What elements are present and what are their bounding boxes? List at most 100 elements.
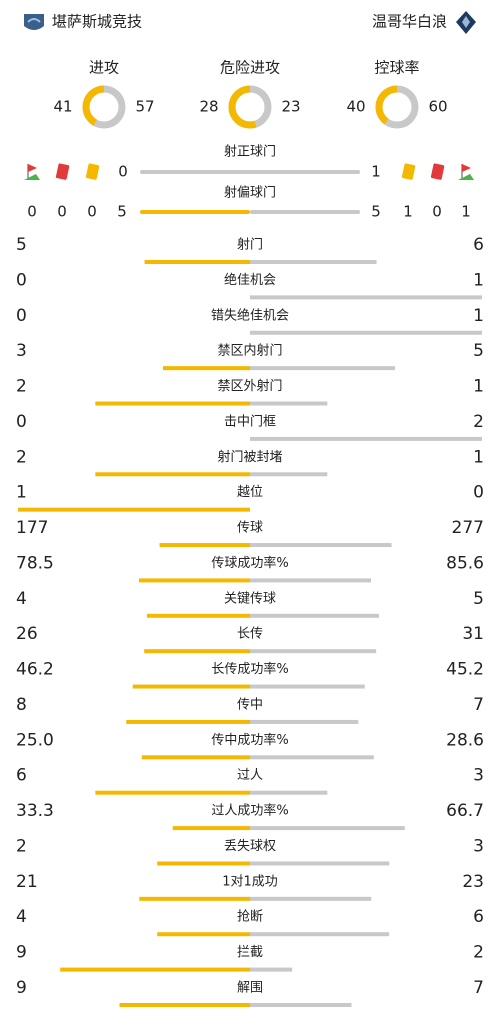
summary-home: 40: [346, 98, 365, 116]
bar-away: [140, 170, 360, 174]
home-icons: [24, 163, 100, 180]
stat-home: 5: [16, 235, 27, 255]
shots-home: 5: [117, 203, 127, 221]
stat-home: 3: [16, 341, 27, 361]
bar-home: [95, 472, 250, 477]
stat-label: 关键传球: [224, 591, 276, 606]
bar-home: [157, 861, 250, 866]
bar-away: [250, 967, 293, 972]
stat-home: 46.2: [16, 660, 54, 680]
stat-away: 31: [462, 624, 484, 644]
shots-home: 0: [118, 163, 128, 181]
stat-away: 3: [473, 766, 484, 786]
donut-home: [228, 85, 272, 129]
bar-away: [250, 330, 482, 335]
stat-home: 0: [16, 306, 27, 326]
bar-home: [126, 719, 250, 724]
bar-away: [250, 932, 390, 937]
stat-home: 4: [16, 907, 27, 927]
stat-away: 2: [473, 943, 484, 963]
stat-home: 78.5: [16, 553, 54, 573]
bar-away: [250, 436, 482, 441]
stat-home: 2: [16, 836, 27, 856]
bar-away: [250, 896, 372, 901]
stat-home: 33.3: [16, 801, 54, 821]
stat-label: 禁区外射门: [217, 378, 282, 394]
stat-home: 26: [16, 624, 38, 644]
bar-away: [250, 295, 482, 300]
stat-away: 7: [473, 695, 484, 715]
donut-home: [375, 85, 419, 129]
stat-away: 45.2: [446, 660, 484, 680]
away-team: 温哥华白浪: [372, 13, 447, 31]
bar-away: [250, 826, 405, 831]
stat-label: 过人成功率%: [211, 803, 288, 819]
stat-label: 长传: [237, 627, 263, 642]
bar-home: [163, 366, 250, 371]
stat-away: 2: [473, 412, 484, 432]
bar-away: [250, 210, 360, 214]
donut-home: [82, 85, 126, 129]
stat-label: 传中成功率%: [211, 732, 288, 748]
bar-home: [157, 932, 250, 937]
bar-home: [159, 543, 250, 548]
stat-label: 过人: [237, 768, 263, 783]
bar-home: [18, 507, 250, 512]
stat-away: 6: [473, 907, 484, 927]
stat-label: 射门: [237, 237, 263, 253]
shots-label: 射正球门: [224, 144, 276, 160]
stat-away: 7: [473, 978, 484, 998]
stat-label: 越位: [237, 485, 263, 500]
home-team: 堪萨斯城竞技: [52, 13, 142, 31]
bar-away: [250, 543, 392, 548]
bar-away: [250, 684, 365, 689]
summary-home: 41: [53, 98, 72, 116]
bar-away: [250, 260, 377, 264]
stat-label: 击中门框: [224, 414, 276, 429]
stat-home: 8: [16, 695, 27, 715]
away-corners: 1: [461, 203, 471, 221]
bar-away: [250, 790, 328, 795]
stat-away: 1: [473, 270, 484, 290]
bar-home: [132, 684, 250, 689]
stat-away: 6: [473, 235, 484, 255]
summary-label: 危险进攻: [220, 59, 280, 77]
bar-home: [146, 613, 250, 618]
stat-home: 0: [16, 412, 27, 432]
stat-home: 177: [16, 518, 48, 538]
summary-label: 进攻: [89, 59, 119, 77]
shots-away: 5: [371, 203, 381, 221]
stat-label: 传球成功率%: [211, 555, 288, 571]
away-logo: [456, 11, 476, 34]
stat-home: 2: [16, 447, 27, 467]
summary-away: 60: [428, 98, 447, 116]
away-icons: [401, 163, 474, 180]
bar-home: [95, 790, 250, 795]
stat-home: 9: [16, 943, 27, 963]
stat-home: 1: [16, 483, 27, 503]
bar-away: [250, 401, 328, 406]
bar-away: [250, 472, 328, 477]
summary-label: 控球率: [374, 59, 419, 77]
stat-home: 2: [16, 377, 27, 397]
stat-away: 0: [473, 483, 484, 503]
bar-away: [250, 578, 372, 583]
bar-home: [139, 896, 250, 901]
stat-away: 277: [452, 518, 484, 538]
bar-home: [119, 1002, 250, 1007]
stat-away: 5: [473, 341, 484, 361]
home-logo: [24, 14, 44, 30]
bar-away: [250, 861, 390, 866]
bar-home: [60, 967, 250, 972]
bar-home: [172, 826, 250, 831]
bar-away: [250, 613, 379, 618]
stat-away: 1: [473, 377, 484, 397]
home-corners: 0: [27, 203, 37, 221]
summary-away: 23: [281, 98, 300, 116]
summary-home: 28: [199, 98, 218, 116]
home-red: 0: [57, 203, 67, 221]
summary-away: 57: [135, 98, 154, 116]
stat-label: 绝佳机会: [224, 272, 276, 288]
bar-home: [144, 260, 250, 264]
